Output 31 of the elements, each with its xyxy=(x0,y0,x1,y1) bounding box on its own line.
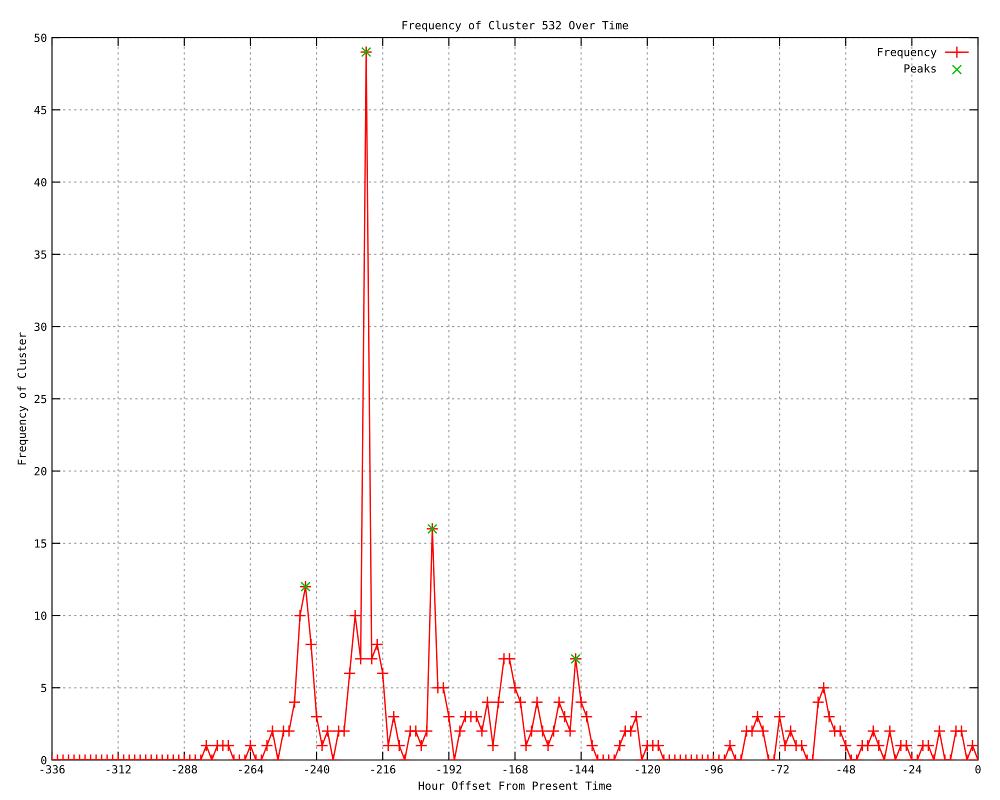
x-tick-label: -240 xyxy=(305,765,330,774)
legend-label: Frequency xyxy=(878,48,936,58)
y-tick-label: 5 xyxy=(41,684,46,692)
y-tick-label: 0 xyxy=(41,756,46,764)
x-tick-label: -264 xyxy=(238,765,264,774)
y-tick-label: 10 xyxy=(35,612,46,620)
x-axis-title: Hour Offset From Present Time xyxy=(418,781,612,790)
y-tick-label: 40 xyxy=(34,178,46,186)
x-tick-label: -96 xyxy=(705,765,723,774)
x-tick-label: -48 xyxy=(838,765,856,774)
x-tick-label: -192 xyxy=(437,765,462,774)
x-tick-label: -312 xyxy=(106,765,131,774)
x-tick-label: -120 xyxy=(636,765,660,774)
x-tick-label: -72 xyxy=(771,765,789,774)
x-tick-label: -336 xyxy=(40,765,65,774)
x-tick-label: -168 xyxy=(504,765,528,774)
y-tick-label: 50 xyxy=(34,34,46,42)
legend-label: Peaks xyxy=(904,64,936,73)
y-tick-label: 45 xyxy=(34,106,46,114)
y-tick-label: 25 xyxy=(34,394,46,404)
x-tick-label: 0 xyxy=(975,765,981,774)
y-axis-title: Frequency of Cluster xyxy=(17,332,28,464)
x-tick-label: -144 xyxy=(570,765,594,774)
y-tick-label: 30 xyxy=(34,322,46,331)
x-tick-label: -216 xyxy=(371,765,396,774)
x-tick-label: -288 xyxy=(172,765,197,774)
y-tick-label: 35 xyxy=(34,250,46,259)
chart-title: Frequency of Cluster 532 Over Time xyxy=(402,20,628,32)
y-tick-label: 20 xyxy=(34,467,46,476)
x-tick-label: -24 xyxy=(904,765,922,774)
y-tick-label: 15 xyxy=(35,539,46,548)
